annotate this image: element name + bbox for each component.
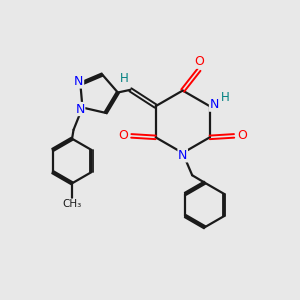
Text: N: N [178,149,188,162]
Text: N: N [209,98,219,111]
Text: CH₃: CH₃ [62,199,82,209]
Text: H: H [221,91,230,104]
Text: H: H [119,72,128,85]
Text: O: O [194,55,204,68]
Text: O: O [237,129,247,142]
Text: N: N [74,75,84,88]
Text: O: O [118,129,128,142]
Text: N: N [75,103,85,116]
